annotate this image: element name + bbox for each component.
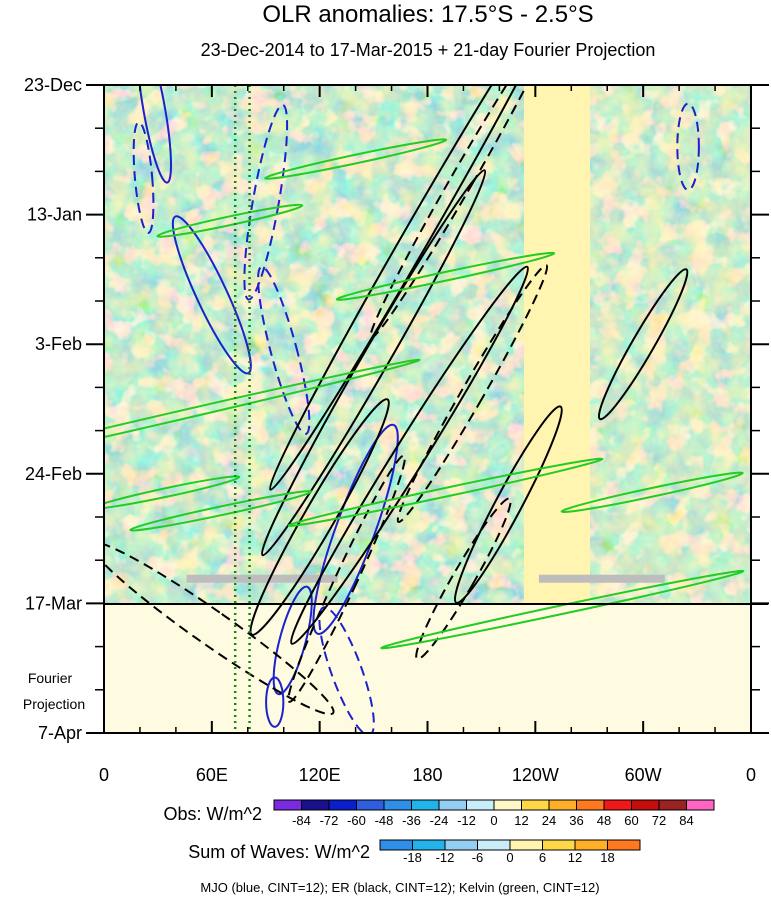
x-tick-label: 180 (412, 765, 442, 785)
colorbar-swatch (438, 799, 467, 811)
colorbar-swatch (493, 799, 522, 811)
er-contour (104, 540, 335, 716)
projection-label-line1: Fourier (28, 670, 73, 686)
kelvin-contour (129, 490, 313, 532)
colorbar-swatch (542, 839, 576, 851)
mjo-contour (318, 606, 375, 733)
colorbar-level-label: -18 (403, 850, 422, 865)
er-contour (268, 85, 569, 491)
colorbar-level-label: 84 (679, 813, 693, 828)
colorbar-level-label: 0 (490, 813, 497, 828)
y-tick-label: 7-Apr (38, 723, 82, 743)
y-tick-label: 17-Mar (25, 593, 82, 613)
er-contour (287, 454, 406, 703)
colorbar-swatch (477, 839, 511, 851)
mjo-contour (257, 265, 311, 435)
mjo-contour (136, 85, 173, 184)
colorbar-swatch (521, 799, 550, 811)
colorbar-swatch (273, 799, 302, 811)
colorbar-level-label: -84 (292, 813, 311, 828)
kelvin-contour (380, 569, 745, 650)
colorbar-swatch (631, 799, 660, 811)
colorbar-level-label: 6 (539, 850, 546, 865)
colorbar-level-label: 36 (569, 813, 583, 828)
kelvin-contour (560, 471, 744, 514)
colorbar-level-label: -60 (347, 813, 366, 828)
colorbar-swatch (412, 839, 446, 851)
waves-colorbar: -18 -12 -6 0 6 12 18 (379, 839, 641, 865)
colorbar-level-label: -24 (430, 813, 449, 828)
x-tick-label: 0 (99, 765, 109, 785)
colorbar-swatch (686, 799, 715, 811)
colorbar-swatch (356, 799, 385, 811)
missing-data-band (538, 574, 665, 583)
colorbar-level-label: 72 (652, 813, 666, 828)
colorbar-swatch (411, 799, 440, 811)
mjo-contour (272, 585, 313, 696)
er-contour (597, 268, 689, 421)
kelvin-contour (335, 251, 556, 301)
mjo-contour (676, 102, 700, 191)
colorbar-swatch (576, 799, 605, 811)
colorbar-level-label: 48 (597, 813, 611, 828)
colorbar-level-label: -12 (436, 850, 455, 865)
colorbar-swatch (509, 839, 543, 851)
colorbar-level-label: 0 (506, 850, 513, 865)
colorbar-swatch (383, 799, 412, 811)
er-contour (453, 405, 563, 604)
y-tick-label: 3-Feb (35, 334, 82, 354)
obs-colorbar-label: Obs: W/m^2 (164, 804, 262, 824)
colorbar-level-label: -36 (402, 813, 421, 828)
mjo-contour (265, 676, 285, 728)
colorbar-swatch (328, 799, 357, 811)
colorbar-swatch (603, 799, 632, 811)
x-tick-label: 60E (196, 765, 228, 785)
olr-field-texture-east (590, 85, 751, 605)
obs-colorbar: -84 -72 -60 -48 -36 -24 -12 0 12 24 36 48 60 72 84 (273, 799, 715, 828)
colorbar-level-label: 60 (624, 813, 638, 828)
colorbar-swatch (658, 799, 687, 811)
x-tick-label: 120W (512, 765, 559, 785)
kelvin-contour (104, 358, 421, 478)
colorbar-swatch (444, 839, 478, 851)
colorbar-swatch (301, 799, 330, 811)
y-tick-label: 24-Feb (25, 464, 82, 484)
mjo-contour (132, 121, 155, 234)
colorbar-swatch (607, 839, 641, 851)
colorbar-level-label: -6 (472, 850, 484, 865)
waves-colorbar-label: Sum of Waves: W/m^2 (188, 842, 370, 862)
missing-data-band (186, 574, 338, 583)
kelvin-contour (287, 457, 604, 527)
colorbar-swatch (466, 799, 495, 811)
kelvin-contour (264, 138, 448, 180)
colorbar-swatch (548, 799, 577, 811)
contour-footnote: MJO (blue, CINT=12); ER (black, CINT=12)… (200, 880, 599, 895)
x-tick-label: 0 (746, 765, 756, 785)
colorbar-level-label: 12 (514, 813, 528, 828)
colorbar-level-label: -12 (457, 813, 476, 828)
y-tick-label: 23-Dec (24, 75, 82, 95)
kelvin-contour (156, 203, 304, 238)
chart-subtitle: 23-Dec-2014 to 17-Mar-2015 + 21-day Four… (201, 40, 656, 60)
projection-label-line2: Projection (23, 696, 85, 712)
colorbar-level-label: -48 (375, 813, 394, 828)
er-contour (396, 264, 549, 523)
chart-title: OLR anomalies: 17.5°S - 2.5°S (262, 1, 593, 28)
colorbar-level-label: -72 (320, 813, 339, 828)
er-contour (415, 497, 512, 661)
colorbar-swatch (379, 839, 413, 851)
colorbar-level-label: 24 (542, 813, 556, 828)
mjo-contour (243, 103, 289, 301)
kelvin-contour (104, 475, 241, 510)
x-tick-label: 120E (299, 765, 341, 785)
colorbar-swatch (574, 839, 608, 851)
colorbar-level-label: 12 (568, 850, 582, 865)
mjo-contour (312, 423, 399, 635)
y-tick-label: 13-Jan (27, 205, 82, 225)
colorbar-level-label: 18 (600, 850, 614, 865)
x-tick-label: 60W (625, 765, 662, 785)
